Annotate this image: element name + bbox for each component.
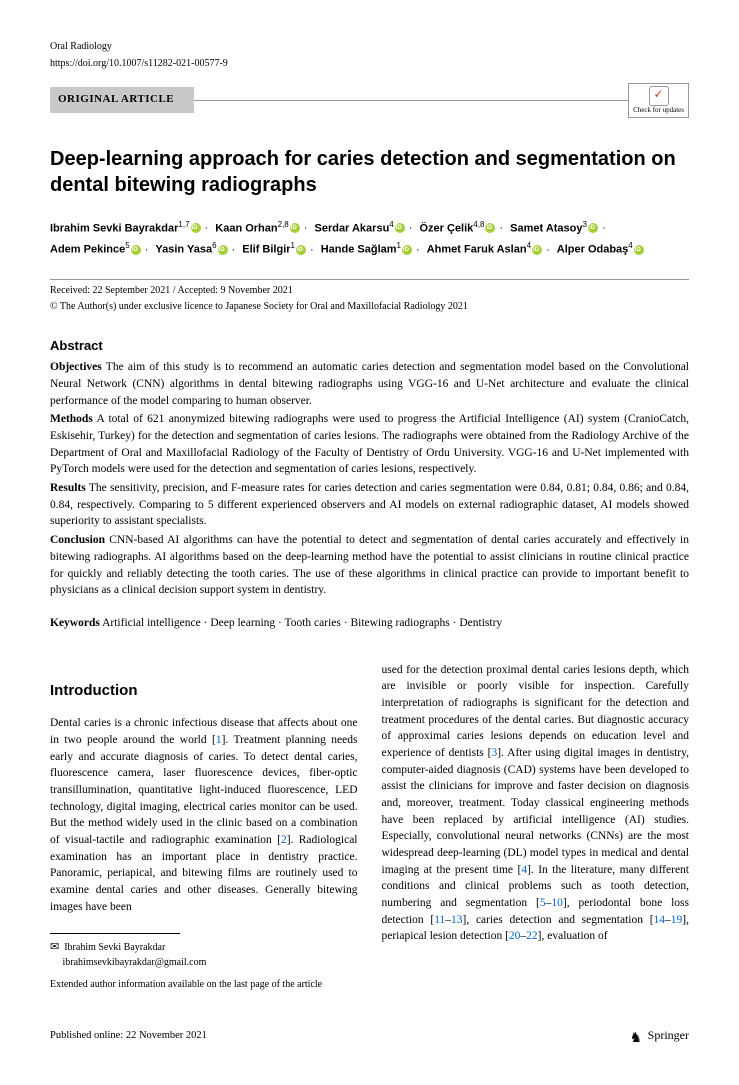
author-affil: 1 — [397, 241, 401, 250]
intro-text: ]. After using digital images in dentist… — [382, 747, 690, 876]
ref-link[interactable]: 22 — [526, 930, 538, 942]
author-name: Ahmet Faruk Aslan — [427, 244, 527, 256]
author-name: Samet Atasoy — [510, 222, 582, 234]
publisher-logo: Springer — [630, 1027, 689, 1044]
author-affil: 2,8 — [278, 220, 289, 229]
footnote-separator — [50, 933, 180, 934]
author-name: Özer Çelik — [419, 222, 473, 234]
orcid-icon[interactable] — [588, 223, 598, 233]
author-name: Hande Sağlam — [321, 244, 397, 256]
orcid-icon[interactable] — [395, 223, 405, 233]
author-affil: 5 — [125, 241, 129, 250]
orcid-icon[interactable] — [218, 245, 228, 255]
orcid-icon[interactable] — [634, 245, 644, 255]
introduction-heading: Introduction — [50, 680, 358, 702]
right-column: used for the detection proximal dental c… — [382, 662, 690, 993]
conclusion-text: CNN-based AI algorithms can have the pot… — [50, 534, 689, 596]
ref-link[interactable]: 14 — [654, 914, 666, 926]
methods-label: Methods — [50, 413, 93, 425]
published-date: Published online: 22 November 2021 — [50, 1028, 207, 1043]
orcid-icon[interactable] — [290, 223, 300, 233]
orcid-icon[interactable] — [485, 223, 495, 233]
intro-text: ], caries detection and segmentation [ — [463, 914, 654, 926]
envelope-icon: ✉ — [50, 941, 59, 953]
results-text: The sensitivity, precision, and F-measur… — [50, 482, 689, 527]
conclusion-label: Conclusion — [50, 534, 105, 546]
author-name: Serdar Akarsu — [314, 222, 389, 234]
author-name: Adem Pekince — [50, 244, 125, 256]
abstract-conclusion: Conclusion CNN-based AI algorithms can h… — [50, 532, 689, 599]
article-type-bar: ORIGINAL ARTICLE Check for updates — [50, 83, 689, 118]
ref-link[interactable]: 11 — [434, 914, 445, 926]
author-affil: 1 — [291, 241, 295, 250]
check-updates-label: Check for updates — [633, 106, 684, 114]
ref-link[interactable]: 19 — [671, 914, 683, 926]
results-label: Results — [50, 482, 86, 494]
publisher-name: Springer — [648, 1027, 689, 1044]
intro-text: ], evaluation of — [538, 930, 608, 942]
dates-text: Received: 22 September 2021 / Accepted: … — [50, 279, 689, 299]
corresponding-name: Ibrahim Sevki Bayrakdar — [64, 942, 165, 953]
author-affil: 3 — [583, 220, 587, 229]
ref-link[interactable]: 10 — [551, 897, 563, 909]
article-type-label: ORIGINAL ARTICLE — [50, 87, 194, 113]
page-footer: Published online: 22 November 2021 Sprin… — [50, 1027, 689, 1044]
orcid-icon[interactable] — [532, 245, 542, 255]
doi-link[interactable]: https://doi.org/10.1007/s11282-021-00577… — [50, 57, 689, 72]
orcid-icon[interactable] — [191, 223, 201, 233]
author-name: Ibrahim Sevki Bayrakdar — [50, 222, 178, 234]
corresponding-author: ✉ Ibrahim Sevki Bayrakdar ibrahimsevkiba… — [50, 940, 358, 969]
methods-text: A total of 621 anonymized bitewing radio… — [50, 413, 689, 475]
check-updates-icon — [649, 86, 669, 106]
springer-horse-icon — [630, 1029, 644, 1043]
orcid-icon[interactable] — [296, 245, 306, 255]
check-updates-button[interactable]: Check for updates — [628, 83, 689, 118]
keywords-text: Artificial intelligence · Deep learning … — [100, 617, 502, 629]
intro-text: ]. Treatment planning needs early and ac… — [50, 734, 358, 846]
article-title: Deep-learning approach for caries detect… — [50, 146, 689, 198]
orcid-icon[interactable] — [402, 245, 412, 255]
journal-name: Oral Radiology — [50, 40, 689, 55]
abstract-methods: Methods A total of 621 anonymized bitewi… — [50, 411, 689, 478]
author-affil: 1,7 — [178, 220, 189, 229]
author-name: Yasin Yasa — [155, 244, 212, 256]
author-name: Alper Odabaş — [557, 244, 629, 256]
objectives-label: Objectives — [50, 361, 102, 373]
author-name: Kaan Orhan — [215, 222, 277, 234]
orcid-icon[interactable] — [131, 245, 141, 255]
author-affil: 4,8 — [473, 220, 484, 229]
abstract-heading: Abstract — [50, 337, 689, 356]
divider-line — [194, 100, 628, 101]
author-list: Ibrahim Sevki Bayrakdar1,7· Kaan Orhan2,… — [50, 218, 689, 261]
author-affil: 6 — [212, 241, 216, 250]
author-affil: 4 — [389, 220, 393, 229]
intro-text: used for the detection proximal dental c… — [382, 664, 690, 759]
keywords-label: Keywords — [50, 617, 100, 629]
author-name: Elif Bilgir — [242, 244, 290, 256]
ref-link[interactable]: 13 — [451, 914, 463, 926]
abstract-objectives: Objectives The aim of this study is to r… — [50, 359, 689, 409]
left-column: Introduction Dental caries is a chronic … — [50, 662, 358, 993]
author-affil: 4 — [527, 241, 531, 250]
ref-link[interactable]: 20 — [509, 930, 521, 942]
keywords-line: Keywords Artificial intelligence · Deep … — [50, 615, 689, 632]
objectives-text: The aim of this study is to recommend an… — [50, 361, 689, 406]
copyright-text: © The Author(s) under exclusive licence … — [50, 300, 689, 315]
body-columns: Introduction Dental caries is a chronic … — [50, 662, 689, 993]
abstract-results: Results The sensitivity, precision, and … — [50, 480, 689, 530]
author-affil: 4 — [628, 241, 632, 250]
extended-info: Extended author information available on… — [50, 978, 358, 993]
corresponding-email[interactable]: ibrahimsevkibayrakdar@gmail.com — [63, 957, 207, 968]
